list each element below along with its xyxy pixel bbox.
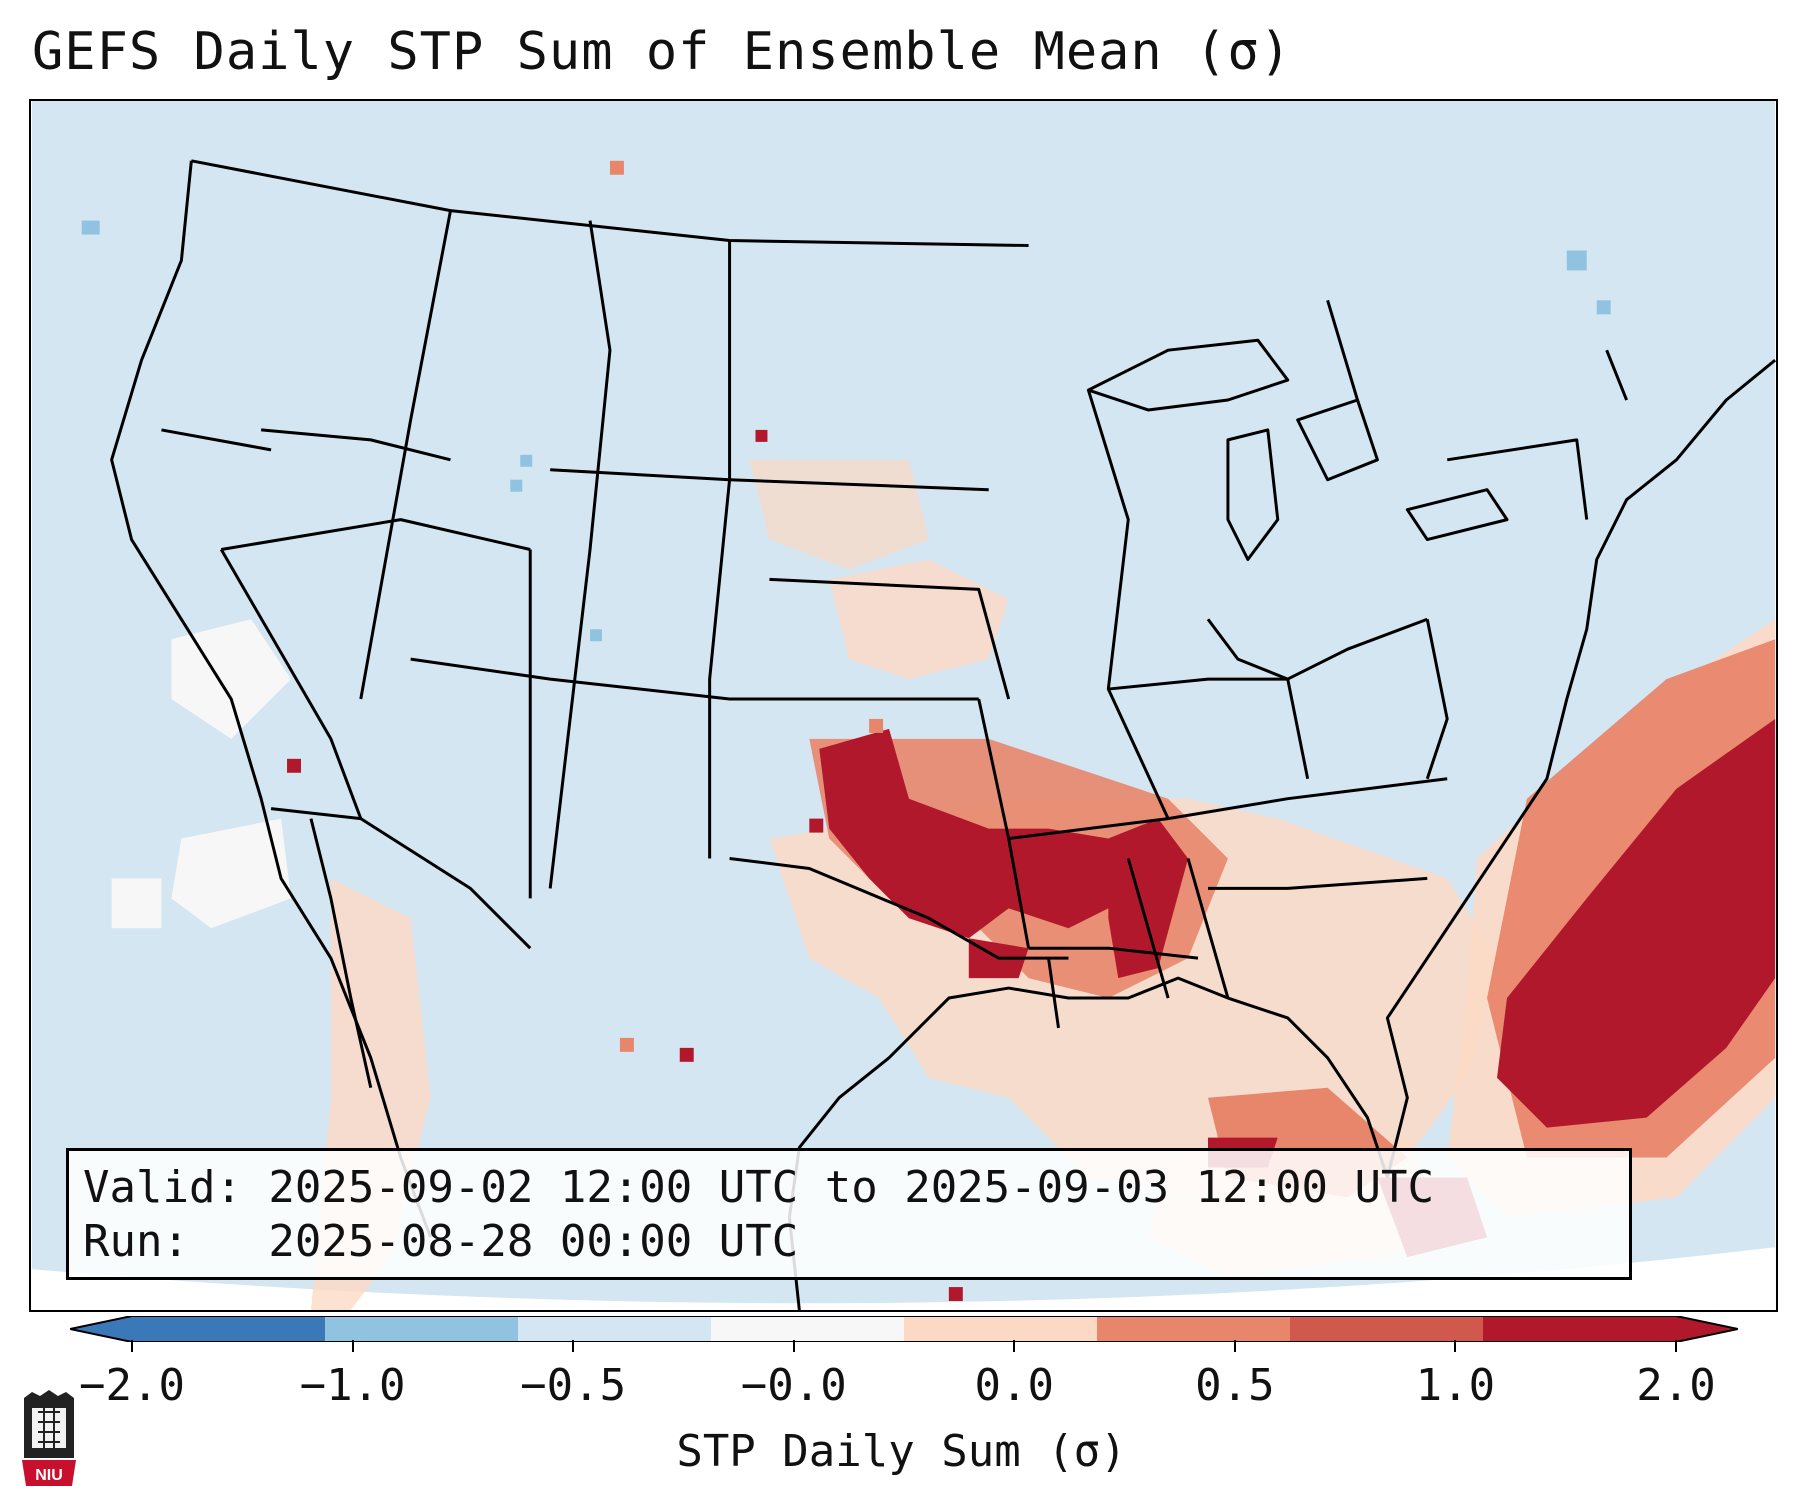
colorbar-extend-high	[1676, 1316, 1738, 1342]
projection-edge	[31, 1247, 1776, 1310]
colorbar-segment	[1097, 1316, 1291, 1342]
colorbar-tick-label: 0.5	[1195, 1360, 1275, 1411]
colorbar-segment	[904, 1316, 1098, 1342]
colorbar-segment	[1290, 1316, 1484, 1342]
colorbar-segment	[325, 1316, 519, 1342]
colorbar-tickmark	[1233, 1340, 1236, 1352]
colorbar-segment	[518, 1316, 712, 1342]
colorbar-segment	[711, 1316, 905, 1342]
colorbar-tickmark	[792, 1340, 795, 1352]
colorbar-extend-low	[70, 1316, 132, 1342]
colorbar-tick-label: 2.0	[1636, 1360, 1716, 1411]
map-panel	[29, 99, 1778, 1312]
valid-time-text: Valid: 2025-09-02 12:00 UTC to 2025-09-0…	[83, 1162, 1435, 1213]
run-time-text: Run: 2025-08-28 00:00 UTC	[83, 1216, 799, 1267]
colorbar-tick-label: −0.0	[740, 1360, 847, 1411]
map-title: GEFS Daily STP Sum of Ensemble Mean (σ)	[32, 22, 1292, 82]
colorbar-tick-label: −2.0	[79, 1360, 185, 1411]
colorbar-tickmark	[1675, 1340, 1677, 1352]
colorbar-tick-label: −0.5	[520, 1360, 627, 1411]
colorbar-label: STP Daily Sum (σ)	[676, 1426, 1127, 1477]
stp-map	[31, 101, 1776, 1310]
colorbar-tickmark	[572, 1340, 575, 1352]
colorbar-tick-label: 0.0	[974, 1360, 1055, 1411]
colorbar-tick-label: 1.0	[1415, 1360, 1496, 1411]
colorbar-tick-label: −1.0	[299, 1360, 406, 1411]
borders	[110, 159, 1776, 1310]
logo-text: NIU	[35, 1467, 63, 1484]
colorbar-tick-labels: −2.0 −1.0 −0.5 −0.0 0.0 0.5 1.0 2.0	[0, 1360, 1803, 1420]
colorbar-tickmark	[1454, 1340, 1457, 1352]
colorbar-segment	[132, 1316, 326, 1342]
colorbar-tickmark	[351, 1340, 354, 1352]
colorbar-segment	[1483, 1316, 1677, 1342]
niu-logo: NIU	[22, 1390, 76, 1486]
colorbar-tickmark	[131, 1340, 133, 1352]
colorbar-tickmark	[1013, 1340, 1016, 1352]
colorbar	[70, 1316, 1738, 1342]
valid-run-info-box: Valid: 2025-09-02 12:00 UTC to 2025-09-0…	[66, 1148, 1632, 1280]
